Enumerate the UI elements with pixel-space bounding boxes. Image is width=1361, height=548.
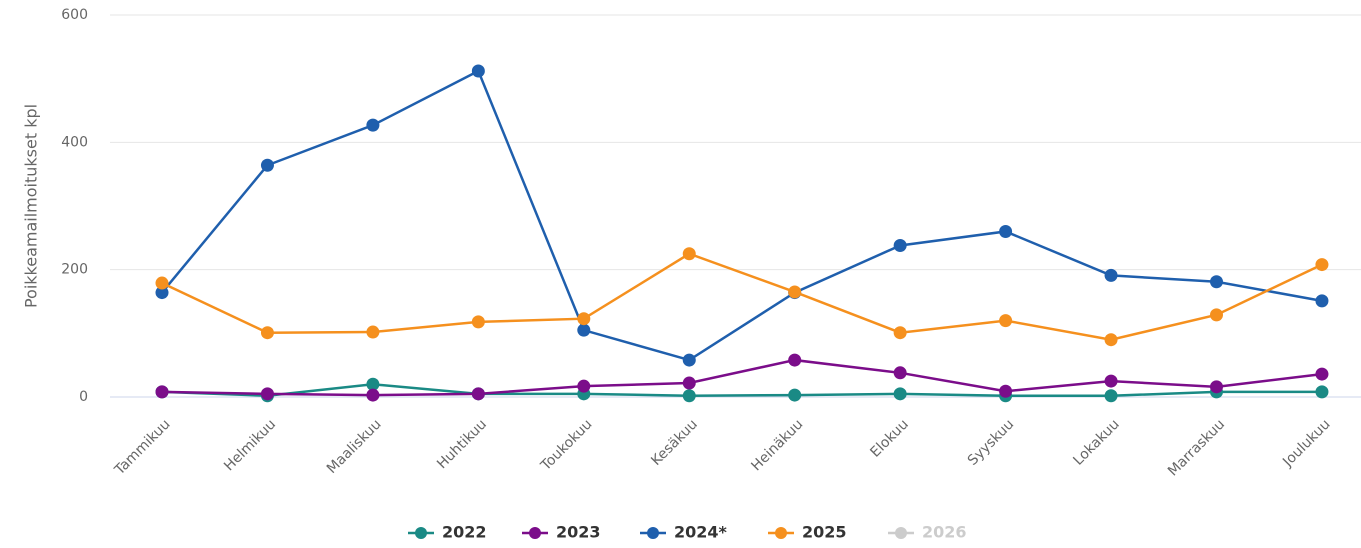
x-tick-label: Syyskuu (965, 416, 1017, 468)
point (155, 276, 169, 290)
point (999, 224, 1013, 238)
series-line (161, 252, 1323, 341)
legend-marker[interactable] (415, 527, 427, 539)
legend-label[interactable]: 2023 (556, 523, 601, 542)
y-tick-label: 0 (79, 389, 88, 405)
x-tick-label: Joulukuu (1279, 416, 1333, 470)
x-tick-label: Toukokuu (537, 416, 595, 474)
point (471, 387, 485, 401)
y-tick-label: 400 (61, 134, 88, 150)
point (366, 118, 380, 132)
legend-marker[interactable] (529, 527, 541, 539)
x-tick-label: Elokuu (867, 416, 911, 460)
point (788, 285, 802, 299)
point (577, 312, 591, 326)
point (577, 379, 591, 393)
y-tick-label: 600 (61, 7, 88, 23)
point (577, 323, 591, 337)
point (155, 286, 169, 300)
point (682, 389, 696, 403)
point (366, 325, 380, 339)
y-axis-title: Poikkeamailmoitukset kpl (22, 104, 41, 308)
point (788, 353, 802, 367)
legend-label[interactable]: 2022 (442, 523, 487, 542)
legend-label[interactable]: 2024* (674, 523, 728, 542)
x-tick-label: Lokakuu (1070, 416, 1122, 468)
point (893, 238, 907, 252)
point (260, 158, 274, 172)
point (682, 376, 696, 390)
point (1315, 367, 1329, 381)
point (1315, 258, 1329, 272)
point (1315, 385, 1329, 399)
x-tick-label: Maaliskuu (324, 416, 385, 477)
x-tick-label: Helmikuu (221, 416, 279, 474)
point (788, 388, 802, 402)
point (1315, 294, 1329, 308)
legend-marker[interactable] (775, 527, 787, 539)
x-tick-label: Heinäkuu (748, 416, 806, 474)
point (1104, 374, 1118, 388)
point (155, 385, 169, 399)
point (471, 315, 485, 329)
series-line (161, 383, 1322, 397)
point (1104, 333, 1118, 347)
x-tick-label: Marraskuu (1165, 416, 1228, 479)
point (893, 326, 907, 340)
legend-label[interactable]: 2026 (922, 523, 967, 542)
point (893, 366, 907, 380)
point (260, 326, 274, 340)
point (1210, 275, 1223, 289)
legend-marker[interactable] (895, 527, 907, 539)
point (260, 387, 274, 401)
point (366, 388, 380, 402)
point (1104, 389, 1118, 403)
point (682, 353, 696, 367)
series-line (161, 358, 1323, 397)
point (682, 247, 696, 261)
point (999, 314, 1013, 328)
series-line (161, 69, 1323, 362)
point (471, 64, 485, 78)
point (893, 387, 907, 401)
legend-label[interactable]: 2025 (802, 523, 847, 542)
x-tick-label: Tammikuu (111, 416, 174, 479)
y-tick-label: 200 (61, 262, 88, 278)
point (1104, 268, 1118, 282)
x-tick-label: Kesäkuu (648, 416, 701, 469)
point (366, 377, 380, 391)
point (1210, 308, 1223, 322)
legend-marker[interactable] (647, 527, 659, 539)
point (1210, 380, 1223, 394)
x-tick-label: Huhtikuu (434, 416, 490, 472)
point (999, 384, 1013, 398)
